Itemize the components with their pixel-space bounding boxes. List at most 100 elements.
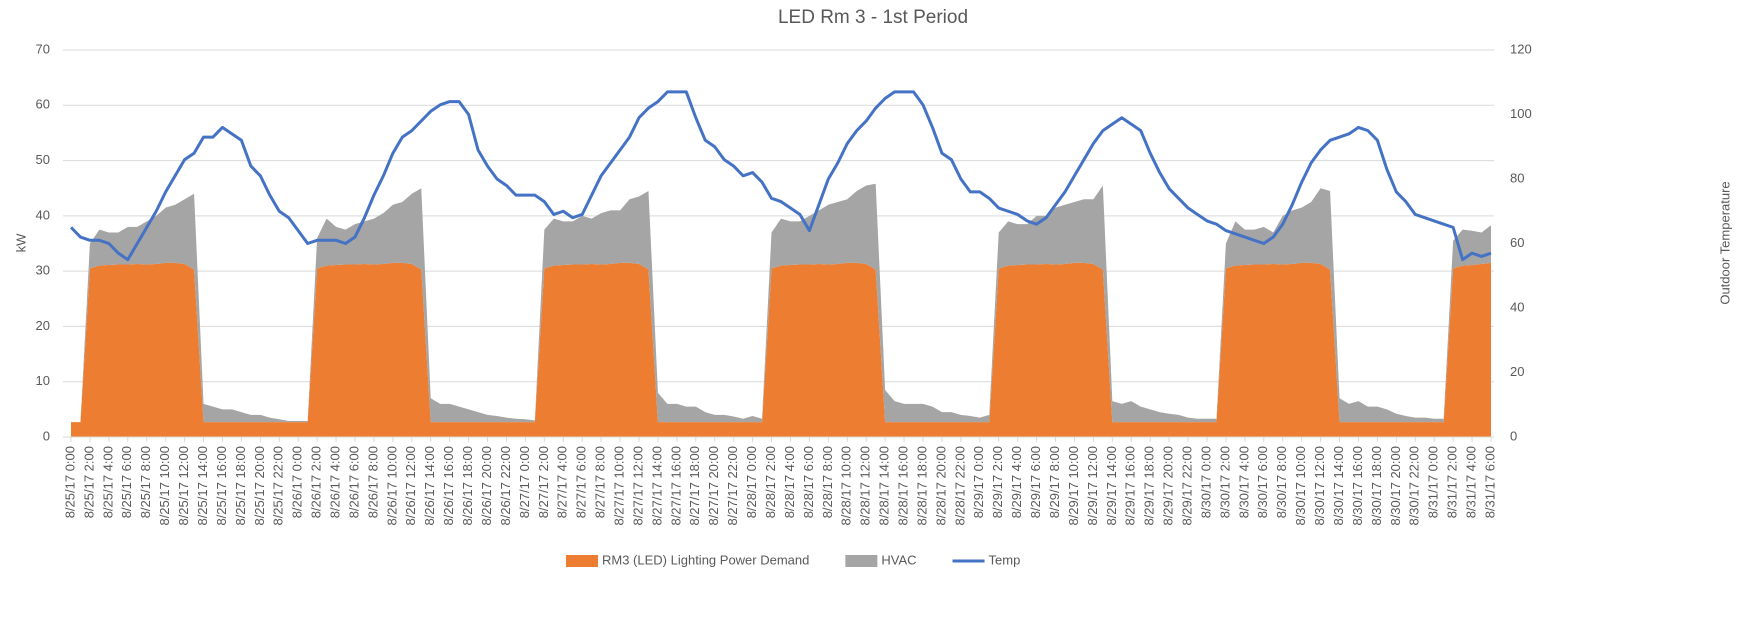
x-tick-label: 8/27/17 16:00	[668, 446, 683, 526]
x-tick-label: 8/25/17 4:00	[100, 446, 115, 518]
x-tick-label: 8/27/17 8:00	[593, 446, 608, 518]
x-tick-label: 8/28/17 6:00	[801, 446, 816, 518]
x-tick-label: 8/28/17 0:00	[744, 446, 759, 518]
legend-swatch	[566, 555, 598, 567]
x-tick-label: 8/26/17 18:00	[460, 446, 475, 526]
y-tick-label: 20	[36, 318, 50, 333]
x-tick-label: 8/30/17 20:00	[1388, 446, 1403, 526]
x-tick-label: 8/29/17 12:00	[1085, 446, 1100, 526]
x-tick-label: 8/30/17 0:00	[1198, 446, 1213, 518]
x-tick-label: 8/30/17 14:00	[1331, 446, 1346, 526]
x-tick-label: 8/29/17 10:00	[1066, 446, 1081, 526]
x-tick-label: 8/28/17 2:00	[763, 446, 778, 518]
legend-item: HVAC	[845, 552, 917, 567]
y-tick-label: 50	[36, 152, 50, 167]
x-tick-label: 8/30/17 2:00	[1217, 446, 1232, 518]
x-tick-label: 8/27/17 22:00	[725, 446, 740, 526]
x-tick-label: 8/25/17 6:00	[119, 446, 134, 518]
y2-tick-label: 0	[1510, 428, 1517, 443]
x-tick-label: 8/29/17 2:00	[990, 446, 1005, 518]
x-tick-label: 8/29/17 18:00	[1142, 446, 1157, 526]
x-tick-label: 8/30/17 12:00	[1312, 446, 1327, 526]
legend-label: Temp	[989, 552, 1021, 567]
x-tick-label: 8/26/17 6:00	[346, 446, 361, 518]
x-tick-label: 8/26/17 20:00	[479, 446, 494, 526]
y2-tick-label: 80	[1510, 170, 1524, 185]
y-tick-label: 0	[43, 428, 50, 443]
x-tick-label: 8/26/17 16:00	[441, 446, 456, 526]
x-tick-label: 8/27/17 12:00	[630, 446, 645, 526]
legend-item: RM3 (LED) Lighting Power Demand	[566, 552, 809, 567]
legend-label: HVAC	[881, 552, 916, 567]
x-tick-label: 8/31/17 4:00	[1464, 446, 1479, 518]
x-tick-label: 8/25/17 0:00	[62, 446, 77, 518]
x-tick-label: 8/26/17 0:00	[290, 446, 305, 518]
legend-item: Temp	[952, 552, 1021, 567]
x-tick-label: 8/28/17 10:00	[839, 446, 854, 526]
y-tick-label: 10	[36, 373, 50, 388]
x-tick-label: 8/31/17 2:00	[1445, 446, 1460, 518]
x-tick-label: 8/30/17 8:00	[1274, 446, 1289, 518]
x-tick-label: 8/29/17 20:00	[1161, 446, 1176, 526]
x-tick-label: 8/25/17 20:00	[252, 446, 267, 526]
y2-tick-label: 60	[1510, 235, 1524, 250]
x-tick-label: 8/29/17 14:00	[1104, 446, 1119, 526]
y2-axis-label: Outdoor Temperature	[1717, 181, 1732, 304]
x-tick-label: 8/28/17 4:00	[782, 446, 797, 518]
x-tick-label: 8/28/17 18:00	[914, 446, 929, 526]
x-tick-label: 8/27/17 10:00	[612, 446, 627, 526]
y-tick-label: 40	[36, 207, 50, 222]
x-tick-label: 8/25/17 16:00	[214, 446, 229, 526]
x-tick-label: 8/26/17 12:00	[403, 446, 418, 526]
x-tick-label: 8/28/17 8:00	[820, 446, 835, 518]
area-series	[71, 262, 1491, 437]
area-series	[71, 183, 1491, 423]
x-tick-label: 8/31/17 0:00	[1426, 446, 1441, 518]
y2-tick-label: 40	[1510, 299, 1524, 314]
x-tick-label: 8/29/17 0:00	[971, 446, 986, 518]
legend-label: RM3 (LED) Lighting Power Demand	[602, 552, 809, 567]
y2-tick-label: 100	[1510, 106, 1532, 121]
y2-tick-label: 120	[1510, 41, 1532, 56]
x-tick-label: 8/28/17 16:00	[896, 446, 911, 526]
x-tick-label: 8/25/17 8:00	[138, 446, 153, 518]
x-tick-label: 8/25/17 14:00	[195, 446, 210, 526]
x-tick-label: 8/26/17 14:00	[422, 446, 437, 526]
x-tick-label: 8/30/17 18:00	[1369, 446, 1384, 526]
x-tick-label: 8/30/17 4:00	[1236, 446, 1251, 518]
x-tick-label: 8/25/17 12:00	[176, 446, 191, 526]
y-tick-label: 70	[36, 41, 50, 56]
x-tick-label: 8/30/17 6:00	[1255, 446, 1270, 518]
x-tick-label: 8/29/17 16:00	[1123, 446, 1138, 526]
x-tick-label: 8/30/17 22:00	[1407, 446, 1422, 526]
x-tick-label: 8/25/17 18:00	[233, 446, 248, 526]
x-tick-label: 8/29/17 6:00	[1028, 446, 1043, 518]
x-tick-label: 8/27/17 6:00	[574, 446, 589, 518]
chart-title: LED Rm 3 - 1st Period	[778, 7, 968, 28]
x-tick-label: 8/27/17 2:00	[536, 446, 551, 518]
x-tick-label: 8/31/17 6:00	[1482, 446, 1497, 518]
x-tick-label: 8/27/17 0:00	[517, 446, 532, 518]
y-tick-label: 30	[36, 263, 50, 278]
x-tick-label: 8/28/17 12:00	[858, 446, 873, 526]
line-series	[69, 90, 1492, 262]
x-tick-label: 8/26/17 2:00	[309, 446, 324, 518]
x-tick-label: 8/27/17 4:00	[555, 446, 570, 518]
x-tick-label: 8/30/17 16:00	[1350, 446, 1365, 526]
y-tick-label: 60	[36, 97, 50, 112]
x-tick-label: 8/30/17 10:00	[1293, 446, 1308, 526]
x-tick-label: 8/26/17 8:00	[365, 446, 380, 518]
x-tick-label: 8/28/17 14:00	[877, 446, 892, 526]
x-tick-label: 8/26/17 22:00	[498, 446, 513, 526]
x-tick-label: 8/25/17 10:00	[157, 446, 172, 526]
x-tick-label: 8/29/17 4:00	[1009, 446, 1024, 518]
x-tick-label: 8/25/17 2:00	[81, 446, 96, 518]
legend-swatch	[845, 555, 878, 567]
y2-tick-label: 20	[1510, 364, 1524, 379]
x-tick-label: 8/29/17 22:00	[1180, 446, 1195, 526]
x-tick-label: 8/25/17 22:00	[271, 446, 286, 526]
x-tick-label: 8/28/17 20:00	[933, 446, 948, 526]
x-tick-label: 8/29/17 8:00	[1047, 446, 1062, 518]
